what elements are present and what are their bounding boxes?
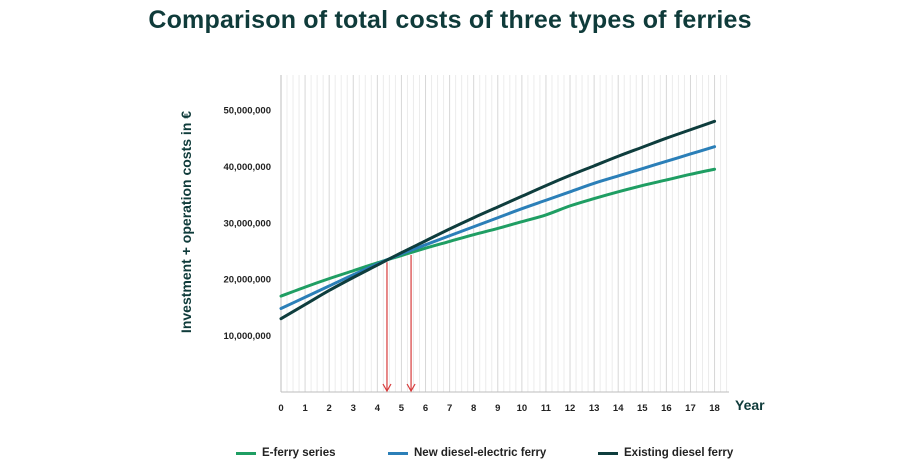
x-tick-label: 12: [565, 403, 576, 414]
series-line-2: [279, 145, 717, 311]
series-line-3: [279, 119, 717, 321]
x-tick-label: 5: [399, 403, 405, 414]
x-tick-label: 3: [351, 403, 356, 414]
y-tick-label: 20,000,000: [223, 275, 271, 286]
y-tick-label: 50,000,000: [223, 106, 271, 117]
x-tick-label: 13: [589, 403, 600, 414]
annotations: [382, 254, 416, 393]
x-tick-label: 8: [471, 403, 476, 414]
legend-swatch: [236, 451, 256, 455]
axes: [280, 75, 729, 393]
legend-label: New diesel-electric ferry: [414, 447, 547, 459]
series-lines: [279, 119, 717, 321]
x-tick-label: 2: [327, 403, 332, 414]
legend-item-e-ferry: E-ferry series: [236, 447, 336, 459]
legend-item-new-diesel-electric: New diesel-electric ferry: [388, 447, 546, 459]
y-tick-label: 40,000,000: [223, 162, 271, 173]
x-tick-label: 14: [613, 403, 624, 414]
grid: [286, 75, 728, 392]
legend-item-existing-diesel: Existing diesel ferry: [598, 447, 733, 459]
y-tick-label: 30,000,000: [223, 218, 271, 229]
x-tick-label: 18: [709, 403, 720, 414]
series-line-1: [279, 167, 717, 298]
x-tick-label: 16: [661, 403, 672, 414]
x-tick-label: 11: [541, 403, 552, 414]
x-tick-label: 15: [637, 403, 648, 414]
x-tick-label: 4: [375, 403, 381, 414]
chart-title: Comparison of total costs of three types…: [148, 6, 752, 34]
x-tick-label: 1: [302, 403, 308, 414]
legend: E-ferry series New diesel-electric ferry…: [0, 447, 900, 465]
y-tick-label: 10,000,000: [223, 331, 271, 342]
x-tick-label: 0: [278, 403, 283, 414]
x-tick-label: 17: [685, 403, 696, 414]
x-tick-label: 6: [423, 403, 428, 414]
annotation-arrow-head: [382, 383, 392, 393]
x-tick-label: 7: [447, 403, 452, 414]
x-tick-label: 10: [517, 403, 528, 414]
annotation-arrow-head: [406, 383, 416, 393]
legend-swatch: [598, 451, 618, 455]
x-tick-label: 9: [495, 403, 500, 414]
legend-label: Existing diesel ferry: [624, 447, 734, 459]
legend-label: E-ferry series: [262, 447, 336, 459]
legend-swatch: [388, 451, 408, 455]
x-axis-title: Year: [735, 397, 765, 413]
tick-labels: 10,000,000 20,000,000 30,000,000 40,000,000…: [223, 106, 765, 415]
